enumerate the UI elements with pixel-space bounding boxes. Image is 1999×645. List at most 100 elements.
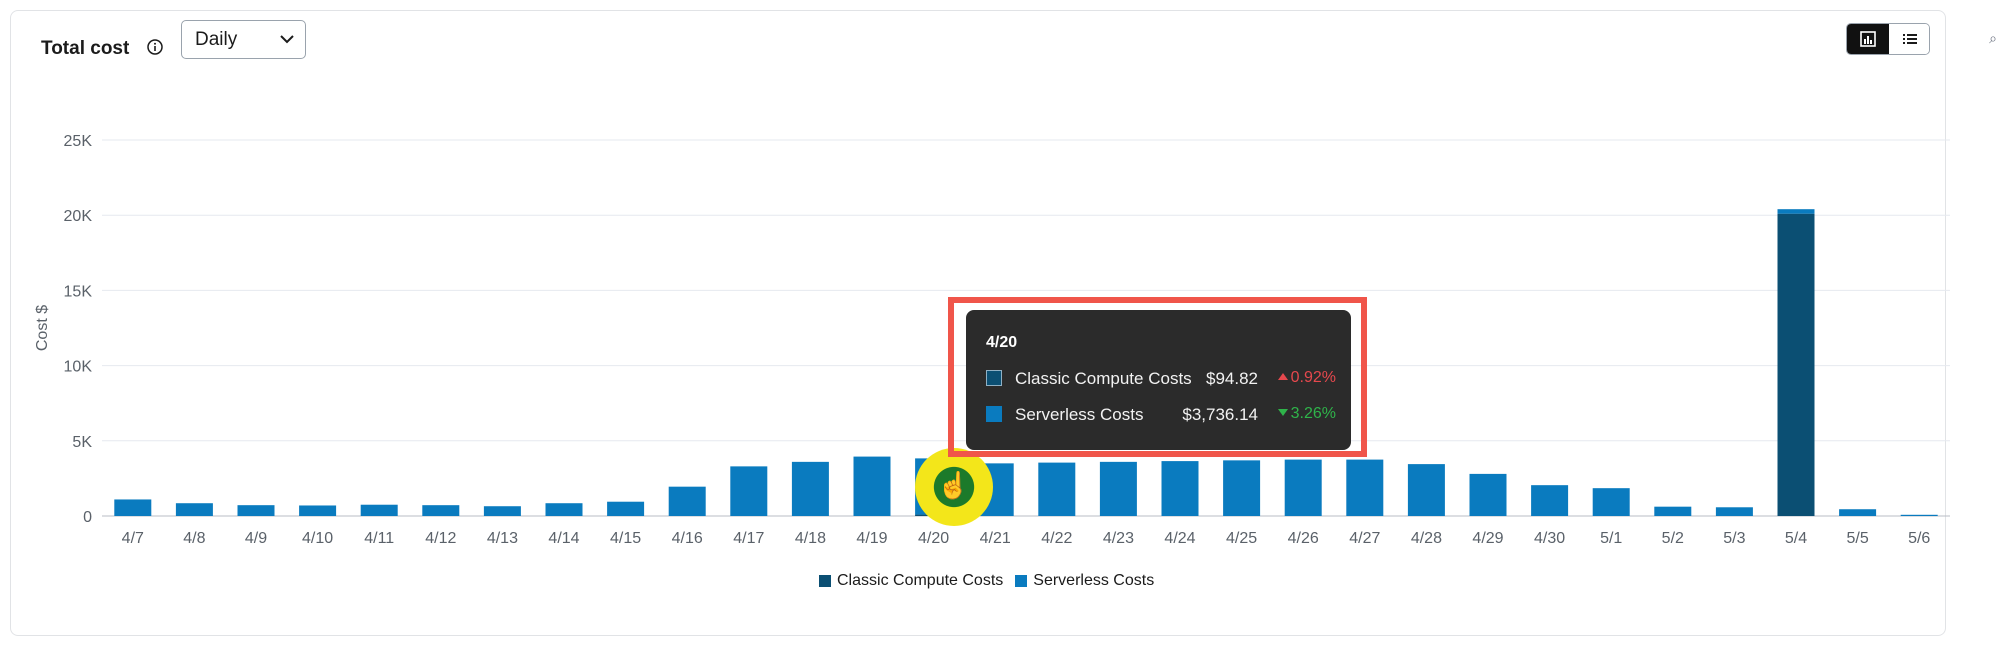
y-tick-label: 25K [64,133,93,150]
tooltip-swatch-serverless [986,406,1002,422]
bar-serverless [607,501,645,516]
x-tick-label: 4/22 [1041,530,1072,547]
bar-serverless [175,503,213,516]
x-tick-label: 4/20 [918,530,949,547]
bar-serverless [1099,461,1137,516]
x-tick-label: 5/3 [1723,530,1745,547]
x-tick-label: 4/23 [1103,530,1134,547]
x-tick-label: 4/11 [364,530,394,547]
info-icon[interactable] [147,39,163,55]
bar-serverless [853,456,891,516]
bar-serverless [1839,509,1877,516]
bar-serverless [360,504,398,516]
arrow-up-icon [1277,373,1288,380]
bar-serverless [730,466,768,516]
x-tick-label: 4/8 [183,530,205,547]
chevron-down-icon [280,35,294,44]
y-tick-label: 10K [64,359,93,376]
bar-serverless [1038,462,1076,516]
tooltip-change-down: 3.26% [1266,405,1336,423]
bar-serverless [1469,473,1507,516]
tooltip-value: $94.82 [1206,369,1258,388]
bar-serverless [422,505,460,516]
arrow-down-icon [1277,409,1288,416]
x-tick-label: 5/4 [1785,530,1807,547]
x-tick-label: 5/6 [1908,530,1930,547]
tooltip-value: $3,736.14 [1182,405,1258,424]
cursor-highlight [915,448,993,526]
chart-legend: Classic Compute Costs Serverless Costs [819,572,1154,590]
table-view-button[interactable] [1889,24,1929,54]
tooltip-row-serverless: Serverless Costs $3,736.14 3.26% [986,404,1336,426]
list-icon [1903,34,1917,44]
bar-serverless [114,499,152,516]
x-tick-label: 4/10 [302,530,333,547]
bar-serverless [1223,460,1261,516]
bar-serverless [1346,459,1384,516]
x-tick-label: 4/21 [980,530,1011,547]
chart-header: Total cost Daily [0,0,1999,80]
x-tick-label: 5/5 [1846,530,1868,547]
y-tick-label: 15K [64,283,93,300]
bar-serverless [1900,514,1938,516]
bar-serverless [1592,488,1630,516]
y-tick-label: 5K [72,434,92,451]
tooltip-series-name: Classic Compute Costs [1015,369,1192,388]
chart-tooltip: 4/20 Classic Compute Costs $94.82 0.92% … [966,310,1351,450]
bar-serverless [483,506,521,516]
bar-serverless [791,461,829,516]
page-title: Total cost [41,38,130,59]
bar-serverless [1777,209,1815,214]
bar-serverless [1715,507,1753,516]
tooltip-change-value: 3.26% [1290,405,1336,422]
bar-chart-icon [1860,31,1876,47]
view-toggle [1846,23,1930,55]
tooltip-swatch-classic [986,370,1002,386]
x-tick-label: 4/30 [1534,530,1565,547]
x-tick-label: 4/15 [610,530,641,547]
legend-swatch-serverless [1015,575,1028,587]
legend-label-classic: Classic Compute Costs [837,572,1004,589]
x-tick-label: 4/16 [672,530,703,547]
x-tick-label: 4/19 [856,530,887,547]
bar-serverless [299,505,337,516]
x-tick-label: 4/18 [795,530,826,547]
tooltip-change-up: 0.92% [1266,369,1336,387]
x-tick-label: 4/17 [733,530,764,547]
search-icon[interactable]: ⌕ [1989,30,1997,46]
period-select[interactable]: Daily [181,20,306,59]
bar-serverless [1161,461,1199,516]
bar-serverless [1654,506,1692,516]
period-select-value: Daily [195,29,238,50]
chart-view-button[interactable] [1847,24,1889,54]
x-tick-label: 4/12 [425,530,456,547]
bar-serverless [1407,464,1445,516]
legend-label-serverless: Serverless Costs [1033,572,1155,589]
bar-serverless [1531,485,1569,516]
y-tick-label: 0 [83,509,92,526]
x-tick-label: 4/26 [1288,530,1319,547]
y-tick-label: 20K [64,208,93,225]
legend-item-serverless[interactable]: Serverless Costs [1015,572,1154,590]
tooltip-highlight-frame [948,297,1367,457]
bar-serverless [237,505,275,516]
legend-swatch-classic [819,575,831,587]
x-tick-label: 4/25 [1226,530,1257,547]
tooltip-date: 4/20 [986,334,1018,351]
x-tick-label: 4/13 [487,530,518,547]
x-tick-label: 4/14 [548,530,579,547]
x-tick-label: 4/24 [1164,530,1195,547]
x-tick-label: 5/1 [1600,530,1622,547]
x-tick-label: 5/2 [1662,530,1684,547]
y-axis-title: Cost $ [34,305,51,351]
bar-serverless [545,503,583,516]
x-tick-label: 4/27 [1349,530,1380,547]
x-tick-label: 4/9 [245,530,267,547]
x-tick-label: 4/29 [1472,530,1503,547]
bar-serverless [1284,459,1322,516]
tooltip-series-name: Serverless Costs [1015,405,1144,424]
tooltip-change-value: 0.92% [1290,369,1336,386]
legend-item-classic[interactable]: Classic Compute Costs [819,572,1003,590]
bar-classic [1777,213,1815,517]
